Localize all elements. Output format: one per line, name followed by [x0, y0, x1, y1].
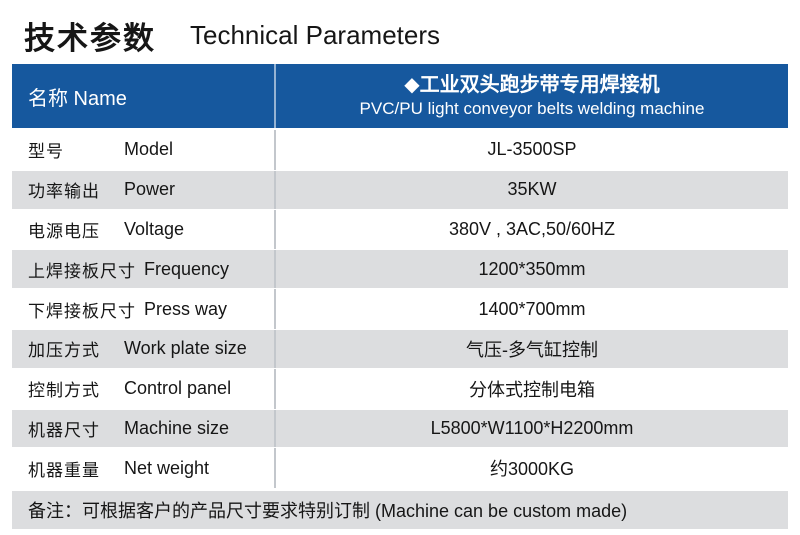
param-label-cell: 控制方式 Control panel — [12, 369, 274, 409]
param-value-cell: 1200*350mm — [274, 250, 788, 289]
page-title: 技术参数 Technical Parameters — [0, 0, 800, 60]
table-body: 型号 Model JL-3500SP 功率输出 Power 35KW 电源电 — [12, 130, 788, 489]
param-value: 1200*350mm — [478, 258, 586, 279]
param-label-zh: 功率输出 — [28, 182, 100, 202]
param-label-cell: 型号 Model — [12, 130, 274, 170]
table-row-frequency: 上焊接板尺寸 Frequency 1200*350mm — [12, 249, 788, 290]
param-label-cell: 加压方式 Work plate size — [12, 330, 274, 368]
header-name-cell: 名称 Name — [12, 64, 274, 128]
param-label-zh: 机器重量 — [28, 460, 100, 480]
table-row-voltage: 电源电压 Voltage 380V , 3AC,50/60HZ — [12, 209, 788, 250]
param-label-en: Frequency — [144, 258, 230, 279]
param-value-cell: 分体式控制电箱 — [274, 368, 788, 409]
param-label-en: Model — [124, 139, 174, 160]
param-label-cell: 机器尺寸 Machine size — [12, 410, 274, 448]
table-row-control-panel: 控制方式 Control panel 分体式控制电箱 — [12, 368, 788, 409]
param-label-zh: 控制方式 — [28, 381, 100, 401]
param-value: 1400*700mm — [478, 298, 586, 319]
param-label-zh: 机器尺寸 — [28, 420, 100, 440]
param-label-en: Work plate size — [124, 338, 247, 359]
param-label-en: Control panel — [124, 378, 232, 399]
param-label-cell: 功率输出 Power — [12, 171, 274, 209]
page-title-en: Technical Parameters — [190, 19, 440, 50]
param-label-cell: 上焊接板尺寸 Frequency — [12, 250, 274, 288]
table-header-row: 名称 Name ◆工业双头跑步带专用焊接机 PVC/PU light conve… — [12, 64, 788, 128]
product-title: ◆工业双头跑步带专用焊接机 — [404, 73, 660, 96]
param-value-cell: L5800*W1100*H2200mm — [274, 409, 788, 448]
param-value: 气压-多气缸控制 — [466, 339, 598, 360]
param-label-en: Net weight — [124, 457, 210, 478]
param-value-cell: 气压-多气缸控制 — [274, 329, 788, 368]
table-row-work-plate-size: 加压方式 Work plate size 气压-多气缸控制 — [12, 328, 788, 369]
product-subtitle: PVC/PU light conveyor belts welding mach… — [359, 98, 705, 118]
table-row-power: 功率输出 Power 35KW — [12, 169, 788, 210]
table-row-machine-size: 机器尺寸 Machine size L5800*W1100*H2200mm — [12, 408, 788, 449]
param-label-zh: 下焊接板尺寸 — [28, 301, 136, 321]
param-value-cell: JL-3500SP — [274, 130, 788, 170]
param-label-zh: 型号 — [28, 142, 64, 162]
param-value: 分体式控制电箱 — [469, 379, 595, 400]
param-label-cell: 电源电压 Voltage — [12, 210, 274, 250]
param-label-zh: 加压方式 — [28, 341, 100, 361]
param-label-cell: 机器重量 Net weight — [12, 448, 274, 488]
param-label-cell: 下焊接板尺寸 Press way — [12, 289, 274, 329]
param-value: 35KW — [507, 179, 557, 200]
param-label-en: Machine size — [124, 417, 230, 438]
note-text: 备注：可根据客户的产品尺寸要求特别订制 (Machine can be cust… — [28, 501, 628, 522]
header-name-label: 名称 Name — [28, 87, 127, 110]
table-row-press-way: 下焊接板尺寸 Press way 1400*700mm — [12, 289, 788, 329]
note-row: 备注：可根据客户的产品尺寸要求特别订制 (Machine can be cust… — [12, 491, 788, 530]
param-value: JL-3500SP — [487, 139, 577, 160]
header-product-cell: ◆工业双头跑步带专用焊接机 PVC/PU light conveyor belt… — [274, 64, 788, 128]
param-value-cell: 1400*700mm — [274, 289, 788, 329]
param-value: 380V , 3AC,50/60HZ — [448, 218, 616, 239]
param-value-cell: 380V , 3AC,50/60HZ — [274, 209, 788, 250]
param-value-cell: 35KW — [274, 170, 788, 209]
param-label-en: Power — [124, 179, 176, 200]
spec-table: 名称 Name ◆工业双头跑步带专用焊接机 PVC/PU light conve… — [12, 64, 788, 530]
param-label-zh: 上焊接板尺寸 — [28, 261, 136, 281]
page-title-zh: 技术参数 — [24, 20, 156, 56]
param-value: 约3000KG — [489, 459, 575, 480]
table-row-model: 型号 Model JL-3500SP — [12, 130, 788, 170]
param-value-cell: 约3000KG — [274, 448, 788, 489]
param-label-en: Press way — [144, 298, 228, 319]
table-row-net-weight: 机器重量 Net weight 约3000KG — [12, 448, 788, 489]
param-label-en: Voltage — [124, 218, 185, 239]
param-label-zh: 电源电压 — [28, 221, 100, 241]
param-value: L5800*W1100*H2200mm — [430, 417, 634, 438]
